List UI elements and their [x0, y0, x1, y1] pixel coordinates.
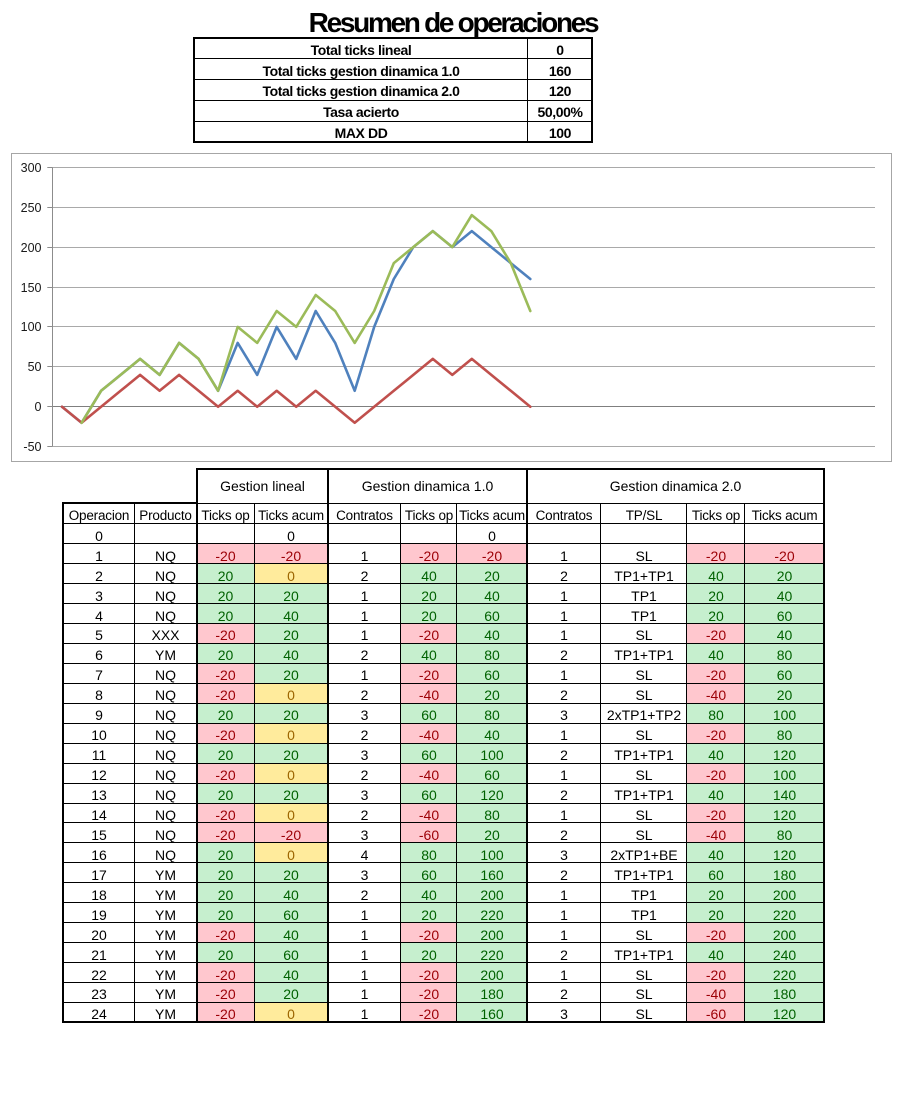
svg-text:100: 100	[21, 320, 42, 334]
svg-text:0: 0	[35, 400, 42, 414]
svg-text:50: 50	[28, 360, 42, 374]
svg-text:-50: -50	[23, 440, 41, 454]
svg-text:200: 200	[21, 241, 42, 255]
svg-text:250: 250	[21, 201, 42, 215]
svg-text:150: 150	[21, 281, 42, 295]
svg-text:300: 300	[21, 161, 42, 175]
